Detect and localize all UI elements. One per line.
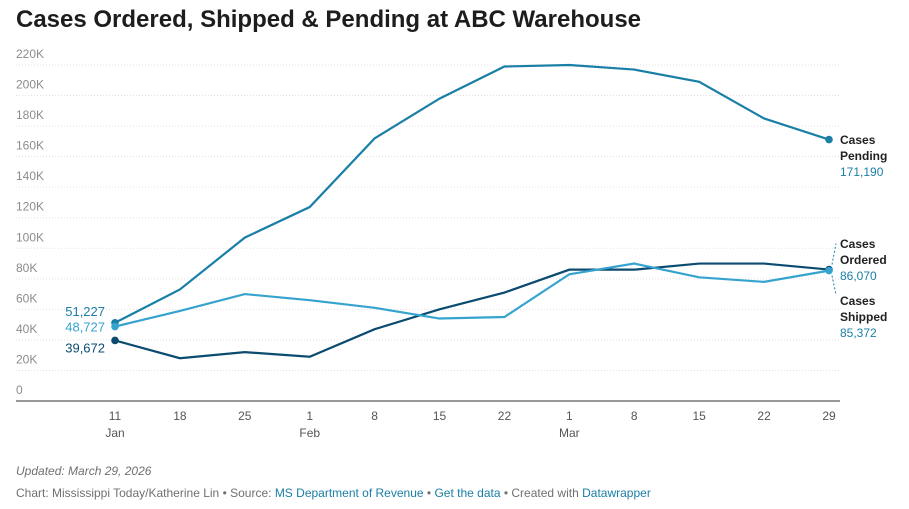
updated-note: Updated: March 29, 2026 — [16, 464, 152, 478]
x-tick-label: 22 — [757, 409, 771, 423]
x-month-label: Feb — [299, 426, 320, 440]
x-tick-label: 15 — [693, 409, 707, 423]
x-tick-label: 18 — [173, 409, 187, 423]
x-tick-label: 8 — [371, 409, 378, 423]
y-tick-label: 180K — [16, 108, 44, 122]
series-name: Cases Pending — [840, 132, 888, 163]
end-dot — [111, 336, 119, 345]
end-value-label: 86,070 — [840, 268, 877, 283]
y-tick-label: 0 — [16, 383, 23, 397]
end-value-label: 85,372 — [840, 325, 877, 340]
end-dot — [111, 322, 119, 331]
y-tick-label: 40K — [16, 322, 37, 336]
end-label: Cases Shipped 85,372 — [840, 293, 902, 341]
created-with: Created with — [511, 486, 579, 500]
label-connector — [831, 275, 837, 295]
source-label: Source: — [230, 486, 272, 500]
series-name: Cases Shipped — [840, 293, 888, 324]
credit: Chart: Mississippi Today/Katherine Lin — [16, 486, 220, 500]
y-tick-label: 220K — [16, 47, 44, 61]
y-tick-label: 100K — [16, 230, 44, 244]
y-tick-label: 120K — [16, 200, 44, 214]
y-tick-label: 80K — [16, 261, 37, 275]
x-tick-label: 29 — [822, 409, 836, 423]
end-dot — [825, 135, 833, 144]
separator: • — [503, 486, 509, 500]
separator: • — [426, 486, 432, 500]
x-tick-label: 8 — [631, 409, 638, 423]
label-connector — [831, 243, 837, 265]
x-tick-label: 11 — [109, 409, 122, 423]
y-tick-label: 160K — [16, 139, 44, 153]
x-tick-label: 22 — [498, 409, 512, 423]
start-value-label: 39,672 — [65, 340, 105, 355]
chart-title: Cases Ordered, Shipped & Pending at ABC … — [16, 6, 642, 33]
end-label: Cases Pending 171,190 — [840, 132, 902, 180]
y-tick-label: 200K — [16, 78, 44, 92]
series-line — [114, 262, 830, 328]
tool-link[interactable]: Datawrapper — [582, 486, 651, 500]
x-tick-label: 25 — [238, 409, 252, 423]
end-value-label: 171,190 — [840, 164, 884, 179]
x-tick-label: 15 — [433, 409, 447, 423]
get-data-link[interactable]: Get the data — [434, 486, 501, 500]
x-tick-label: 1 — [306, 409, 313, 423]
separator: • — [222, 486, 227, 500]
series-name: Cases Ordered — [840, 236, 887, 267]
x-month-label: Mar — [559, 426, 580, 440]
series-line — [114, 63, 830, 324]
source-link[interactable]: MS Department of Revenue — [274, 486, 424, 500]
series-line — [114, 262, 830, 360]
start-value-label: 48,727 — [65, 320, 105, 335]
end-label: Cases Ordered 86,070 — [840, 236, 902, 284]
y-tick-label: 20K — [16, 352, 37, 366]
x-tick-label: 1 — [566, 409, 573, 423]
x-month-label: Jan — [105, 426, 124, 440]
footer: Chart: Mississippi Today/Katherine Lin •… — [16, 486, 651, 500]
y-tick-label: 60K — [16, 291, 37, 305]
start-value-label: 51,227 — [65, 304, 105, 319]
y-tick-label: 140K — [16, 169, 44, 183]
end-dot — [825, 266, 833, 275]
